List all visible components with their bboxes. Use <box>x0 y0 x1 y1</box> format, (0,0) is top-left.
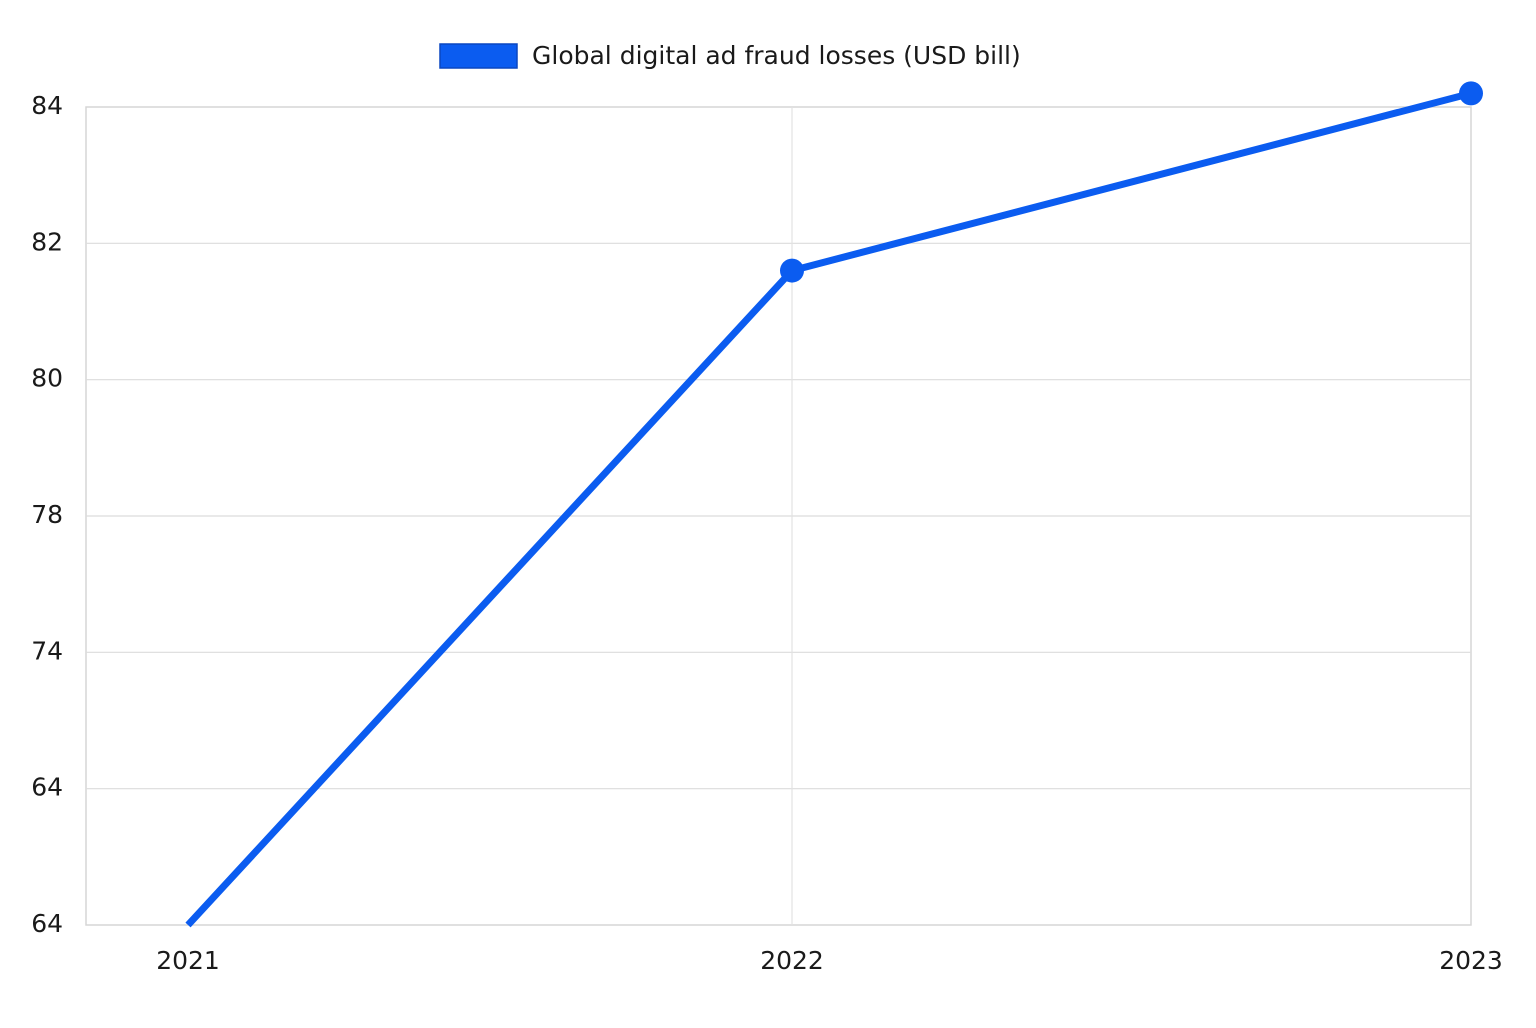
y-tick-label: 64 <box>31 909 63 938</box>
x-tick-label: 2022 <box>760 946 824 975</box>
y-tick-label: 84 <box>31 91 63 120</box>
legend-swatch <box>439 43 518 69</box>
data-point <box>780 258 804 283</box>
y-tick-label: 64 <box>31 773 63 802</box>
y-tick-label: 78 <box>31 500 63 529</box>
x-tick-label: 2023 <box>1439 946 1503 975</box>
x-tick-label: 2021 <box>156 946 220 975</box>
legend-label: Global digital ad fraud losses (USD bill… <box>532 41 1021 70</box>
y-tick-label: 82 <box>31 227 63 256</box>
y-tick-label: 74 <box>31 636 63 665</box>
data-point <box>1459 81 1483 106</box>
y-tick-label: 80 <box>31 364 63 393</box>
